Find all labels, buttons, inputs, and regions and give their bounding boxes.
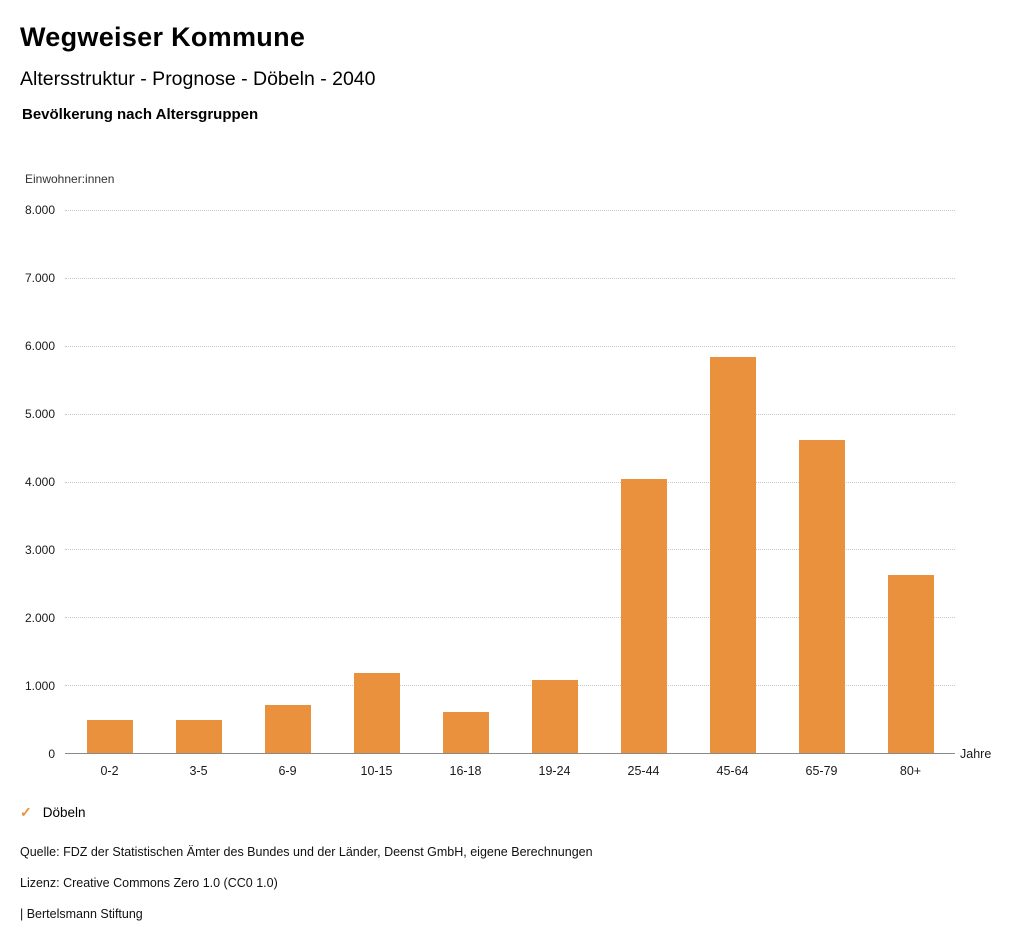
section-title: Bevölkerung nach Altersgruppen [22,106,259,123]
bar-10-15[interactable] [353,672,400,753]
y-tick-label: 2.000 [24,611,55,625]
x-tick-label: 25-44 [627,764,660,778]
gridline [65,617,955,619]
bar-0-2[interactable] [86,720,133,753]
gridline [65,413,955,415]
check-icon: ✓ [20,804,32,820]
bar-6-9[interactable] [264,705,311,753]
gridline [65,481,955,483]
x-tick-label: 3-5 [189,764,208,778]
y-axis-tick-labels: 0 1.000 2.000 3.000 4.000 5.000 6.000 7.000 8.00… [0,203,55,761]
y-tick-label: 0 [48,747,55,761]
gridline [65,277,955,279]
x-axis-tick-labels: 0-2 3-5 6-9 10-15 16-18 19-24 25-44 45-64 65-79 8… [65,764,955,784]
x-tick-label: 16-18 [449,764,482,778]
bar-19-24[interactable] [531,679,578,753]
gridline [65,345,955,347]
y-tick-label: 5.000 [24,407,55,421]
legend-label: Döbeln [42,805,86,820]
chart-subtitle: Altersstruktur - Prognose - Döbeln - 204… [20,68,376,90]
bar-3-5[interactable] [175,719,222,753]
y-tick-label: 1.000 [24,679,55,693]
y-tick-label: 7.000 [24,271,55,285]
x-tick-label: 0-2 [100,764,119,778]
x-tick-label: 45-64 [716,764,749,778]
gridline [65,210,955,211]
y-tick-label: 6.000 [24,339,55,353]
x-tick-label: 10-15 [360,764,393,778]
x-tick-label: 6-9 [278,764,297,778]
gridline [65,549,955,551]
bar-45-64[interactable] [709,357,756,753]
gridline [65,685,955,687]
source-text: Quelle: FDZ der Statistischen Ämter des … [20,845,593,859]
attribution-text: | Bertelsmann Stiftung [20,907,143,921]
bar-25-44[interactable] [620,478,667,753]
x-tick-label: 19-24 [538,764,571,778]
legend-item-doebeln[interactable]: ✓ Döbeln [20,804,86,821]
x-tick-label: 65-79 [805,764,838,778]
x-tick-label: 80+ [899,764,922,778]
y-tick-label: 4.000 [24,475,55,489]
plot-area [65,210,955,754]
license-text: Lizenz: Creative Commons Zero 1.0 (CC0 1… [20,876,278,890]
bar-16-18[interactable] [442,711,489,753]
y-tick-label: 3.000 [24,543,55,557]
x-axis-label: Jahre [960,747,992,761]
y-tick-label: 8.000 [24,203,55,217]
bar-80+[interactable] [887,575,934,753]
y-axis-label: Einwohner:innen [25,172,115,186]
bar-65-79[interactable] [798,440,845,753]
page-title: Wegweiser Kommune [20,22,306,52]
